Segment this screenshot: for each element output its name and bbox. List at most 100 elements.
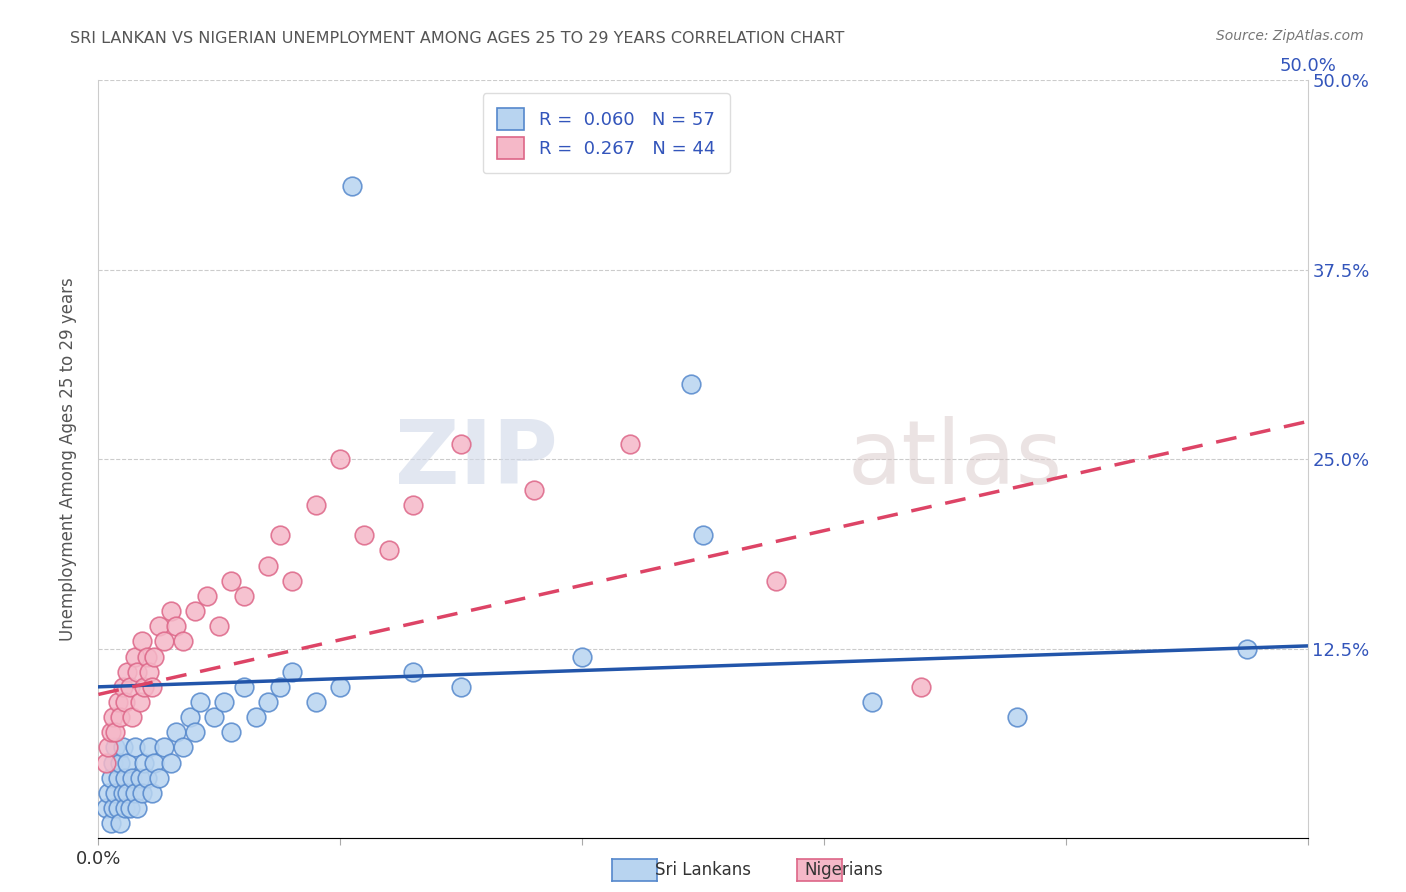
Point bbox=[245, 710, 267, 724]
Point bbox=[108, 756, 131, 770]
Point bbox=[121, 771, 143, 785]
Point bbox=[148, 771, 170, 785]
Point bbox=[679, 376, 702, 391]
Point bbox=[256, 558, 278, 573]
Point bbox=[135, 771, 157, 785]
Point bbox=[114, 771, 136, 785]
Point bbox=[138, 740, 160, 755]
Point bbox=[143, 756, 166, 770]
Point bbox=[353, 528, 375, 542]
Point bbox=[402, 665, 425, 679]
Point bbox=[124, 740, 146, 755]
Point bbox=[281, 665, 304, 679]
Point bbox=[111, 680, 134, 694]
Point bbox=[128, 771, 150, 785]
Point bbox=[104, 740, 127, 755]
Point bbox=[124, 786, 146, 800]
Point bbox=[134, 680, 156, 694]
Point bbox=[184, 725, 207, 739]
Point bbox=[111, 740, 134, 755]
Point bbox=[127, 801, 149, 815]
Point bbox=[160, 604, 183, 618]
Point bbox=[184, 604, 207, 618]
Point bbox=[131, 786, 153, 800]
Point bbox=[221, 725, 243, 739]
Point bbox=[256, 695, 278, 709]
Point bbox=[107, 801, 129, 815]
Text: atlas: atlas bbox=[848, 416, 1063, 503]
Point bbox=[1236, 642, 1258, 657]
Point bbox=[450, 437, 472, 451]
Point bbox=[127, 665, 149, 679]
Point bbox=[152, 740, 174, 755]
Point bbox=[104, 725, 127, 739]
Point bbox=[101, 756, 124, 770]
Point bbox=[128, 695, 150, 709]
Point bbox=[100, 816, 122, 830]
Point bbox=[305, 695, 328, 709]
Point bbox=[152, 634, 174, 648]
Point bbox=[377, 543, 399, 558]
Point bbox=[692, 528, 714, 542]
Point bbox=[402, 498, 425, 512]
Point bbox=[172, 634, 194, 648]
Point bbox=[118, 801, 141, 815]
Point bbox=[117, 786, 139, 800]
Point bbox=[342, 179, 364, 194]
Point bbox=[172, 740, 194, 755]
Text: Nigerians: Nigerians bbox=[804, 861, 883, 879]
Point bbox=[269, 680, 291, 694]
Point bbox=[107, 695, 129, 709]
Point bbox=[165, 619, 187, 633]
Point bbox=[114, 801, 136, 815]
Text: SRI LANKAN VS NIGERIAN UNEMPLOYMENT AMONG AGES 25 TO 29 YEARS CORRELATION CHART: SRI LANKAN VS NIGERIAN UNEMPLOYMENT AMON… bbox=[70, 31, 845, 46]
Point bbox=[111, 786, 134, 800]
Point bbox=[281, 574, 304, 588]
Point bbox=[208, 619, 231, 633]
Point bbox=[148, 619, 170, 633]
Point bbox=[97, 786, 120, 800]
Point bbox=[619, 437, 641, 451]
Point bbox=[221, 574, 243, 588]
Point bbox=[165, 725, 187, 739]
Point bbox=[195, 589, 218, 603]
Point bbox=[329, 680, 352, 694]
Point bbox=[141, 680, 163, 694]
Text: Sri Lankans: Sri Lankans bbox=[655, 861, 751, 879]
Point bbox=[101, 801, 124, 815]
Point bbox=[134, 756, 156, 770]
Point bbox=[179, 710, 201, 724]
Point bbox=[131, 634, 153, 648]
Point bbox=[204, 710, 226, 724]
Point bbox=[94, 801, 117, 815]
Point bbox=[101, 710, 124, 724]
Point bbox=[135, 649, 157, 664]
Point bbox=[910, 680, 932, 694]
Point bbox=[1007, 710, 1029, 724]
Point bbox=[571, 649, 593, 664]
Text: ZIP: ZIP bbox=[395, 416, 558, 503]
Point bbox=[97, 740, 120, 755]
Point bbox=[114, 695, 136, 709]
Point bbox=[117, 665, 139, 679]
Point bbox=[100, 771, 122, 785]
Point bbox=[212, 695, 235, 709]
Point bbox=[104, 786, 127, 800]
Point bbox=[94, 756, 117, 770]
Point bbox=[100, 725, 122, 739]
Point bbox=[121, 710, 143, 724]
Point bbox=[232, 680, 254, 694]
Point bbox=[141, 786, 163, 800]
Point bbox=[107, 771, 129, 785]
Point bbox=[765, 574, 787, 588]
Point bbox=[117, 756, 139, 770]
Point bbox=[124, 649, 146, 664]
Point bbox=[143, 649, 166, 664]
Point bbox=[450, 680, 472, 694]
Point bbox=[118, 680, 141, 694]
Point bbox=[188, 695, 211, 709]
Point bbox=[232, 589, 254, 603]
Point bbox=[860, 695, 883, 709]
Point bbox=[305, 498, 328, 512]
Point bbox=[523, 483, 546, 497]
